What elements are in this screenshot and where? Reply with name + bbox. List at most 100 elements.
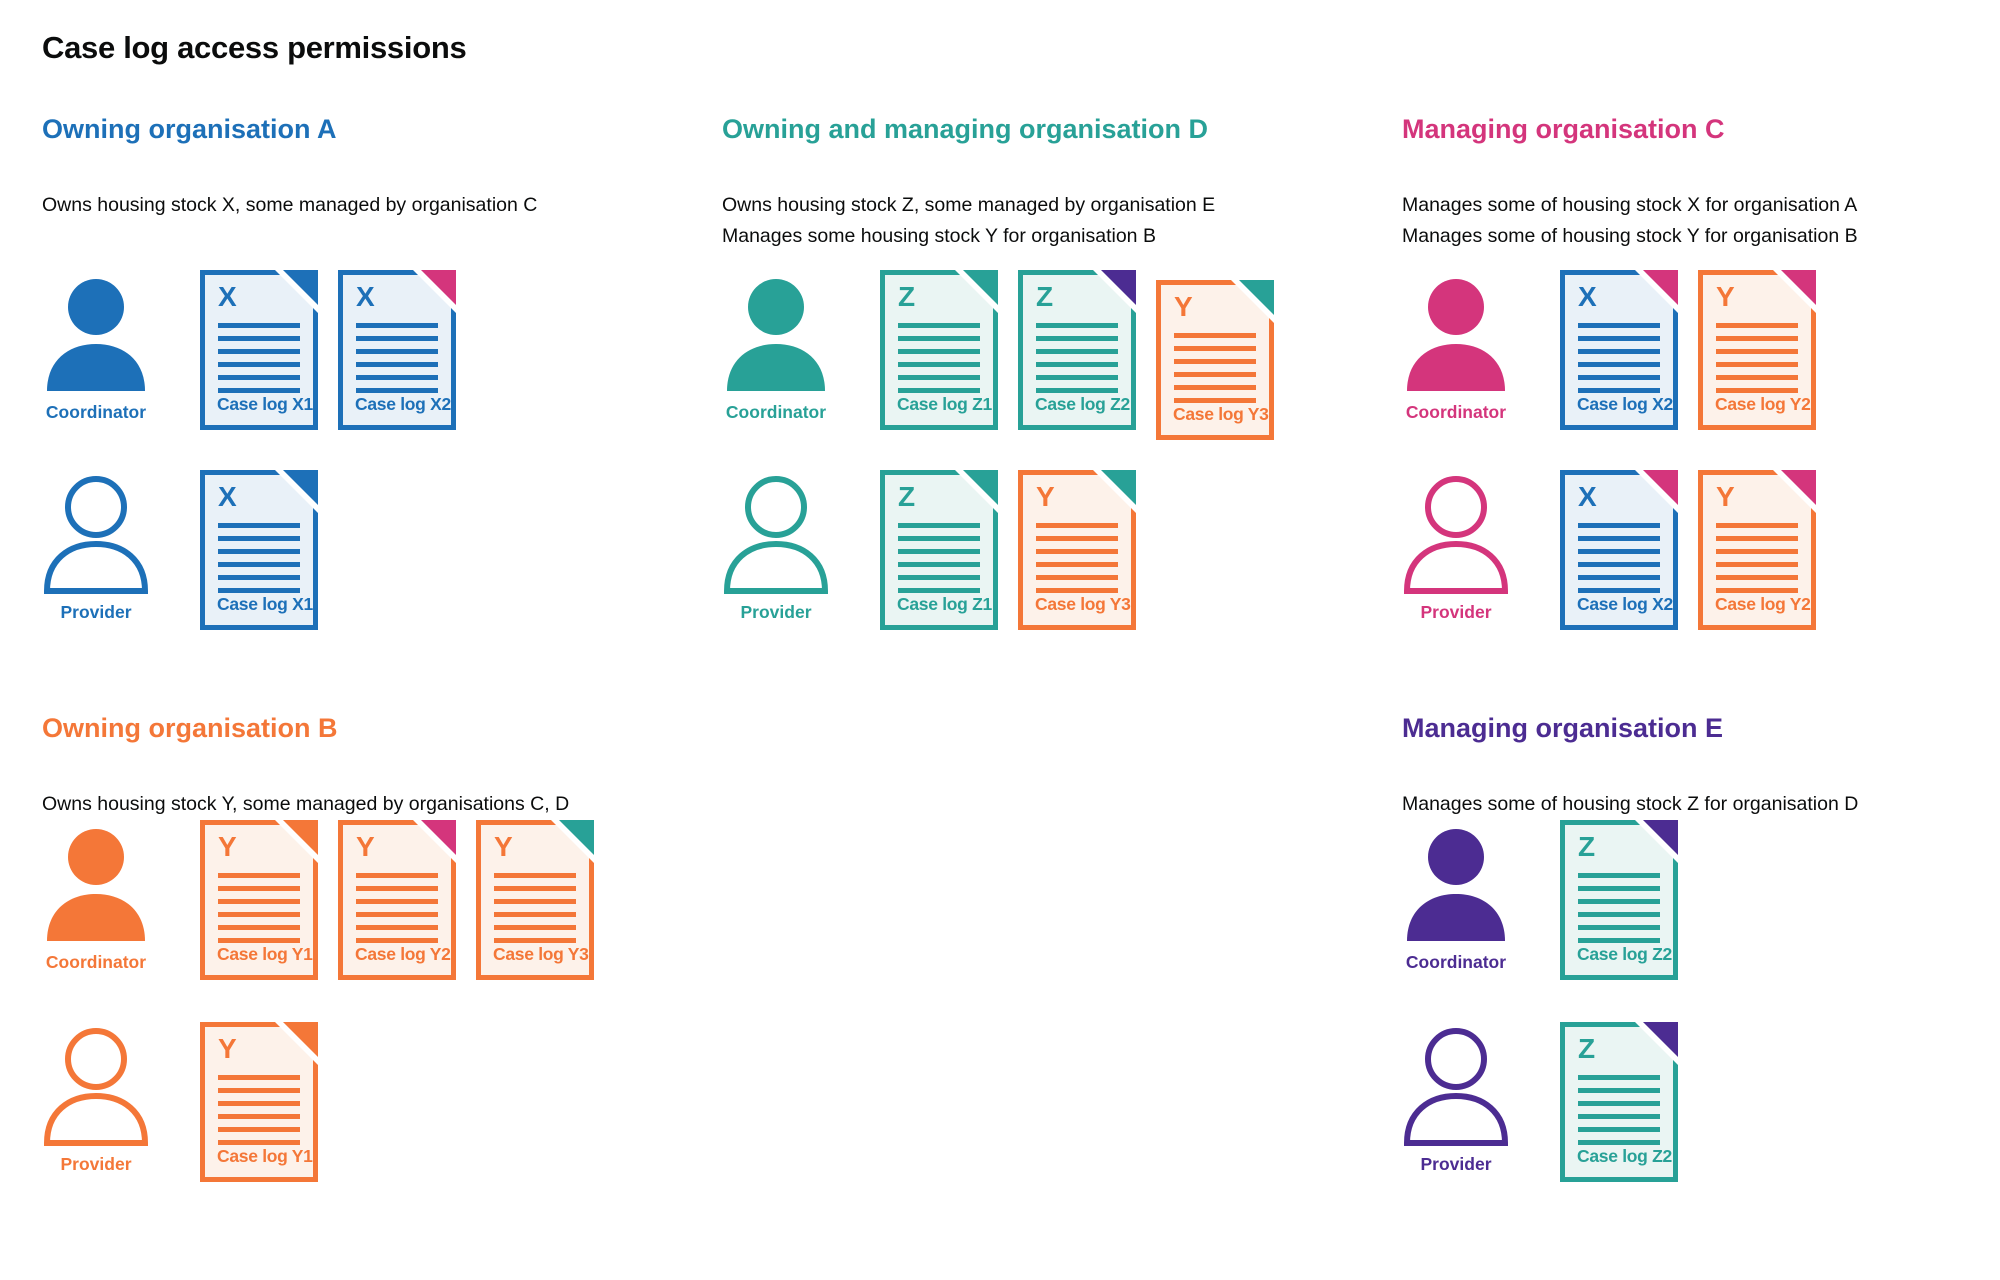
- doc-text-line: [1716, 349, 1798, 354]
- section-description-line: Manages some of housing stock X for orga…: [1402, 194, 1858, 216]
- doc-text-line: [218, 1101, 300, 1106]
- doc-text-line: [218, 549, 300, 554]
- case-log-documents: Z Case log Z2: [1560, 1022, 1678, 1182]
- doc-text-line: [356, 323, 438, 328]
- case-log-documents: Z Case log Z1 Y Case log Y3: [880, 470, 1136, 630]
- folded-corner-icon: [1239, 280, 1274, 315]
- doc-text-lines: [1578, 323, 1660, 401]
- doc-text-line: [494, 938, 576, 943]
- case-log-document: Y Case log Y2: [1698, 470, 1816, 630]
- case-log-documents: Y Case log Y1: [200, 1022, 318, 1182]
- folded-corner-icon: [963, 270, 998, 305]
- case-log-document: X Case log X2: [338, 270, 456, 430]
- section-description: Owns housing stock Y, some managed by or…: [42, 789, 722, 820]
- doc-label: Case log X2: [1577, 394, 1673, 414]
- doc-text-line: [218, 1075, 300, 1080]
- doc-text-lines: [494, 873, 576, 951]
- section-description: Owns housing stock X, some managed by or…: [42, 190, 722, 221]
- role-label: Coordinator: [1405, 402, 1507, 422]
- doc-text-line: [898, 523, 980, 528]
- doc-text-line: [218, 536, 300, 541]
- doc-text-line: [1036, 375, 1118, 380]
- doc-text-lines: [1174, 333, 1256, 411]
- doc-letter: Z: [1578, 831, 1596, 862]
- doc-text-line: [218, 349, 300, 354]
- folded-corner-icon: [1643, 1022, 1678, 1057]
- doc-letter: Y: [356, 831, 375, 862]
- doc-label: Case log Y3: [1173, 404, 1269, 424]
- folded-corner-icon: [1643, 270, 1678, 305]
- doc-label: Case log Y3: [493, 944, 589, 964]
- role-label: Provider: [60, 1154, 132, 1174]
- doc-text-line: [1578, 886, 1660, 891]
- role-label: Coordinator: [45, 952, 147, 972]
- doc-text-line: [218, 388, 300, 393]
- doc-text-line: [1578, 375, 1660, 380]
- doc-text-line: [1036, 562, 1118, 567]
- doc-text-lines: [1036, 523, 1118, 601]
- doc-label: Case log X2: [355, 394, 451, 414]
- case-log-document: Y Case log Y3: [1018, 470, 1136, 630]
- case-log-document: Y Case log Y3: [1156, 280, 1274, 440]
- doc-text-line: [1716, 588, 1798, 593]
- doc-text-line: [218, 1114, 300, 1119]
- case-log-documents: X Case log X1: [200, 470, 318, 630]
- section-description-line: Manages some of housing stock Z for orga…: [1402, 793, 1859, 815]
- section-org-a: Owning organisation A Owns housing stock …: [42, 112, 722, 677]
- doc-label: Case log X2: [1577, 594, 1673, 614]
- coordinator-icon: [47, 279, 145, 391]
- doc-text-line: [1036, 362, 1118, 367]
- case-log-documents: Z Case log Z1 Z Case log Z2 Y Case log Y3: [880, 270, 1274, 440]
- doc-text-line: [1716, 323, 1798, 328]
- doc-text-line: [218, 375, 300, 380]
- folded-corner-icon: [421, 270, 456, 305]
- case-log-document: Y Case log Y2: [338, 820, 456, 980]
- doc-letter: Z: [898, 481, 916, 512]
- case-log-documents: X Case log X1 X Case log X2: [200, 270, 456, 430]
- case-log-document: X Case log X2: [1560, 270, 1678, 430]
- doc-label: Case log X1: [217, 594, 313, 614]
- person-block: Coordinator: [42, 826, 150, 973]
- doc-text-line: [356, 388, 438, 393]
- doc-text-line: [218, 562, 300, 567]
- doc-text-line: [898, 562, 980, 567]
- section-description-line: Owns housing stock Y, some managed by or…: [42, 793, 570, 815]
- doc-text-line: [1716, 536, 1798, 541]
- role-label: Provider: [1420, 602, 1492, 622]
- person-block: Provider: [722, 476, 830, 623]
- provider-icon: [1403, 1028, 1509, 1146]
- doc-text-line: [356, 886, 438, 891]
- doc-label: Case log Y1: [217, 1146, 313, 1166]
- doc-text-line: [1036, 388, 1118, 393]
- doc-text-line: [1036, 336, 1118, 341]
- doc-text-line: [1578, 575, 1660, 580]
- folded-corner-icon: [1101, 470, 1136, 505]
- doc-label: Case log Z2: [1577, 1146, 1672, 1166]
- doc-text-line: [1716, 388, 1798, 393]
- doc-text-line: [356, 873, 438, 878]
- doc-text-line: [898, 336, 980, 341]
- doc-text-line: [1716, 562, 1798, 567]
- case-log-document: Y Case log Y3: [476, 820, 594, 980]
- case-log-document: X Case log X2: [1560, 470, 1678, 630]
- doc-text-line: [1578, 912, 1660, 917]
- doc-letter: X: [218, 481, 237, 512]
- doc-letter: X: [218, 281, 237, 312]
- doc-text-line: [494, 925, 576, 930]
- doc-text-line: [1716, 375, 1798, 380]
- doc-text-line: [356, 912, 438, 917]
- doc-text-line: [218, 912, 300, 917]
- doc-text-line: [494, 873, 576, 878]
- doc-text-line: [1036, 536, 1118, 541]
- doc-letter: Y: [1036, 481, 1055, 512]
- section-org-d: Owning and managing organisation D Owns h…: [722, 112, 1402, 677]
- doc-text-lines: [1578, 1075, 1660, 1153]
- role-label: Provider: [60, 602, 132, 622]
- doc-text-line: [356, 375, 438, 380]
- doc-text-lines: [1036, 323, 1118, 401]
- doc-text-line: [1036, 349, 1118, 354]
- folded-corner-icon: [559, 820, 594, 855]
- doc-text-line: [1578, 336, 1660, 341]
- doc-text-line: [494, 912, 576, 917]
- role-label: Coordinator: [1405, 952, 1507, 972]
